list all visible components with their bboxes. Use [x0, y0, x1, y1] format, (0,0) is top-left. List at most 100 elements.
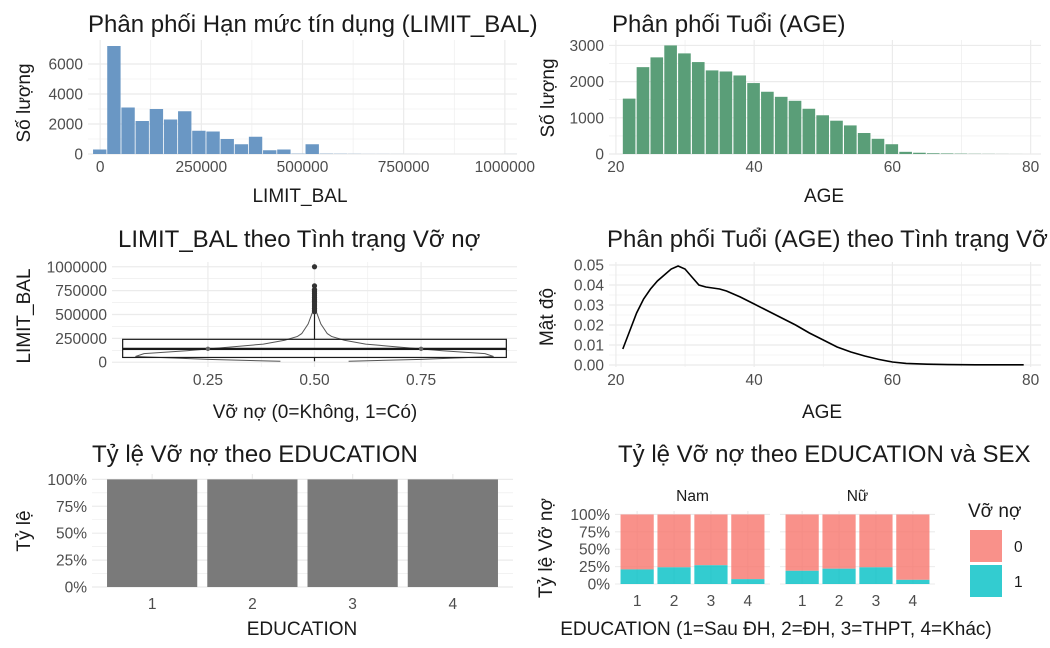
histogram-bar	[107, 46, 121, 154]
x-tick-label: 0.25	[193, 372, 223, 389]
histogram-bar	[747, 83, 760, 154]
edu-default-plot: 0% 25% 50% 75% 100% 1 2 3 4	[47, 472, 513, 613]
histogram-bar	[719, 71, 733, 154]
edu-sex-panel: Tỷ lệ Vỡ nợ theo EDUCATION và SEX 0%25%5…	[536, 441, 1031, 640]
limit-box-panel: LIMIT_BAL theo Tình trạng Vỡ nợ 0 250000 5…	[14, 226, 517, 423]
histogram-bar	[248, 136, 263, 154]
histogram-bar	[636, 67, 650, 154]
histogram-bar	[178, 111, 192, 154]
edu-sex-ylabel: Tỷ lệ Vỡ nợ	[536, 498, 557, 598]
x-tick-label: 4	[909, 593, 918, 610]
legend-key-1	[970, 565, 1002, 597]
bar-segment-1	[859, 567, 893, 584]
histogram-bar	[263, 150, 277, 154]
x-tick-label: 2	[248, 596, 257, 613]
limit-hist-xlabel: LIMIT_BAL	[252, 186, 347, 207]
y-tick-label: 1000	[570, 110, 605, 127]
facet-label: Nam	[676, 488, 709, 505]
histogram-bar	[622, 98, 636, 154]
histogram-bar	[802, 108, 816, 154]
histogram-bar	[664, 45, 677, 154]
box-outlier	[311, 264, 318, 270]
age-hist-panel: Phân phối Tuổi (AGE) 0 1000 2000 3000 20 40 60…	[538, 11, 1041, 207]
y-tick-label: 25%	[579, 559, 610, 576]
y-tick-label: 0%	[588, 577, 611, 594]
histogram-bar	[650, 57, 664, 154]
age-hist-plot: 0 1000 2000 3000 20 40 60 80	[570, 38, 1041, 176]
age-density-ylabel: Mật độ	[537, 288, 558, 346]
y-tick-label: 75%	[579, 524, 610, 541]
x-tick-label: 250000	[175, 159, 227, 176]
histogram-bar	[234, 144, 249, 154]
histogram-bar	[816, 115, 829, 154]
histogram-bar	[678, 53, 691, 155]
x-tick-label: 4	[744, 593, 753, 610]
y-tick-label: 0	[595, 147, 604, 164]
histogram-bar	[691, 62, 705, 155]
box-outlier	[311, 283, 318, 289]
y-tick-label: 750000	[55, 283, 107, 300]
legend-key-0	[970, 530, 1002, 562]
y-tick-label: 500000	[55, 307, 107, 324]
y-tick-label: 75%	[56, 499, 87, 516]
limit-box-xlabel: Vỡ nợ (0=Không, 1=Có)	[213, 402, 417, 423]
histogram-bar	[135, 121, 149, 154]
histogram-bar	[844, 125, 857, 154]
y-tick-label: 0.00	[574, 358, 605, 375]
edu-sex-title: Tỷ lệ Vỡ nợ theo EDUCATION và SEX	[618, 441, 1031, 468]
histogram-bar	[761, 91, 774, 154]
x-tick-label: 0.50	[299, 372, 330, 389]
legend-label-0: 0	[1014, 539, 1023, 556]
limit-box-title: LIMIT_BAL theo Tình trạng Vỡ nợ	[118, 226, 481, 253]
edu-default-ylabel: Tỷ lệ	[14, 510, 35, 551]
y-tick-label: 0	[74, 147, 83, 164]
x-tick-label: 3	[872, 593, 881, 610]
histogram-bar	[705, 70, 719, 154]
y-tick-label: 0.04	[574, 278, 605, 295]
y-tick-label: 1000000	[47, 259, 108, 276]
y-tick-label: 250000	[55, 331, 107, 348]
bar-segment-1	[620, 569, 654, 584]
x-tick-label: 750000	[378, 159, 430, 176]
bar-segment-0	[694, 514, 728, 566]
edu-sex-plot: 0%25%50%75%100% Nam 1 2 3 4 Nữ 1 2 3 4	[570, 488, 935, 610]
y-tick-label: 0%	[65, 580, 88, 597]
edu-default-panel: Tỷ lệ Vỡ nợ theo EDUCATION 0% 25% 50% 75% 10…	[14, 441, 513, 640]
histogram-bar	[121, 107, 135, 154]
age-hist-title: Phân phối Tuổi (AGE)	[612, 11, 845, 38]
violin-outline-left	[135, 312, 313, 362]
limit-hist-ylabel: Số lượng	[14, 63, 35, 142]
limit-box-ylabel: LIMIT_BAL	[14, 268, 35, 363]
y-tick-label: 50%	[56, 526, 87, 543]
bar	[107, 479, 198, 587]
bar-segment-0	[785, 514, 819, 571]
bar	[407, 479, 498, 587]
bar	[207, 479, 298, 587]
age-density-panel: Phân phối Tuổi (AGE) theo Tình trạng Vỡ …	[537, 226, 1050, 423]
legend-title: Vỡ nợ	[968, 501, 1021, 522]
bar-segment-0	[859, 514, 893, 568]
box-outlier	[311, 287, 318, 293]
x-tick-label: 3	[707, 593, 716, 610]
limit-hist-panel: Phân phối Hạn mức tín dụng (LIMIT_BAL) 0…	[14, 11, 538, 207]
histogram-bar	[733, 75, 747, 154]
histogram-bar	[206, 131, 220, 154]
histogram-bar	[149, 109, 164, 154]
x-tick-label: 1	[148, 596, 157, 613]
limit-box-plot: 0 250000 500000 750000 1000000 0.25 0.50 0.75	[47, 259, 517, 389]
bar-segment-1	[785, 570, 819, 584]
x-tick-label: 20	[607, 372, 625, 389]
y-tick-label: 2000	[49, 117, 84, 134]
y-tick-label: 0.05	[574, 258, 604, 275]
histogram-bar	[885, 144, 899, 154]
bar-segment-1	[731, 579, 765, 584]
y-tick-label: 100%	[47, 472, 87, 489]
x-tick-label: 500000	[277, 159, 329, 176]
limit-hist-title: Phân phối Hạn mức tín dụng (LIMIT_BAL)	[88, 11, 538, 38]
x-tick-label: 80	[1022, 159, 1040, 176]
bar	[307, 479, 398, 587]
bar-segment-0	[657, 514, 691, 568]
bar-segment-0	[896, 514, 930, 580]
histogram-bar	[774, 96, 788, 154]
x-tick-label: 20	[607, 159, 625, 176]
